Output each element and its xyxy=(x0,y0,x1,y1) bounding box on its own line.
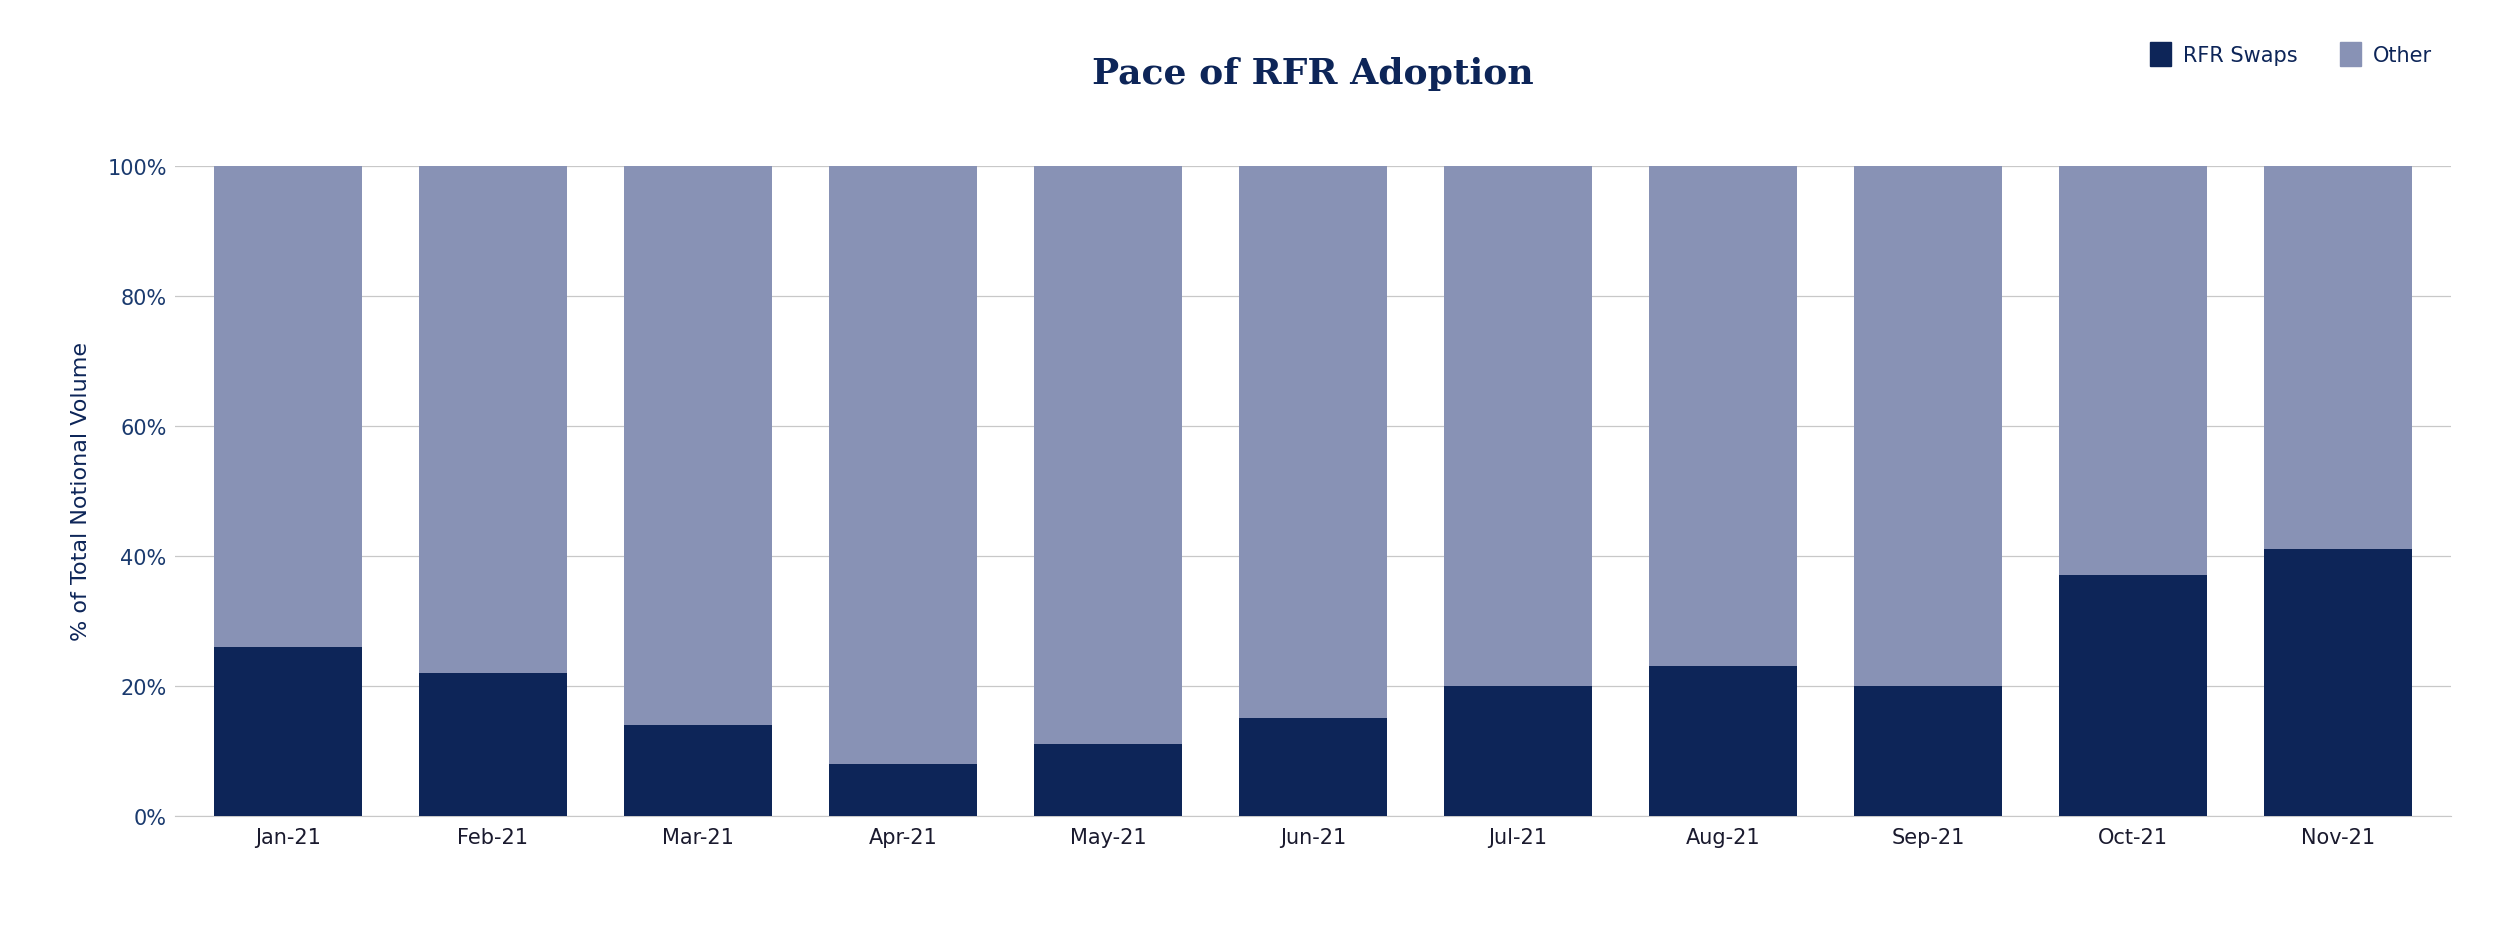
Title: Pace of RFR Adoption: Pace of RFR Adoption xyxy=(1093,57,1533,91)
Bar xyxy=(215,647,363,816)
Bar xyxy=(420,167,568,673)
Bar xyxy=(420,673,568,816)
Bar xyxy=(1035,167,1183,744)
Bar xyxy=(2058,576,2206,816)
Bar xyxy=(1853,167,2001,686)
Bar xyxy=(1238,167,1388,718)
Bar xyxy=(1853,686,2001,816)
Bar xyxy=(625,725,773,816)
Bar xyxy=(830,167,978,764)
Bar xyxy=(2058,167,2206,576)
Bar xyxy=(1648,167,1796,667)
Bar xyxy=(1443,167,1591,686)
Bar xyxy=(2263,167,2411,550)
Bar xyxy=(215,167,363,647)
Bar xyxy=(1238,718,1388,816)
Bar xyxy=(830,764,978,816)
Bar xyxy=(625,167,773,725)
Legend: RFR Swaps, Other: RFR Swaps, Other xyxy=(2141,34,2441,75)
Bar xyxy=(1648,667,1796,816)
Bar xyxy=(1443,686,1591,816)
Y-axis label: % of Total Notional Volume: % of Total Notional Volume xyxy=(70,342,90,641)
Bar xyxy=(2263,550,2411,816)
Bar xyxy=(1035,744,1183,816)
